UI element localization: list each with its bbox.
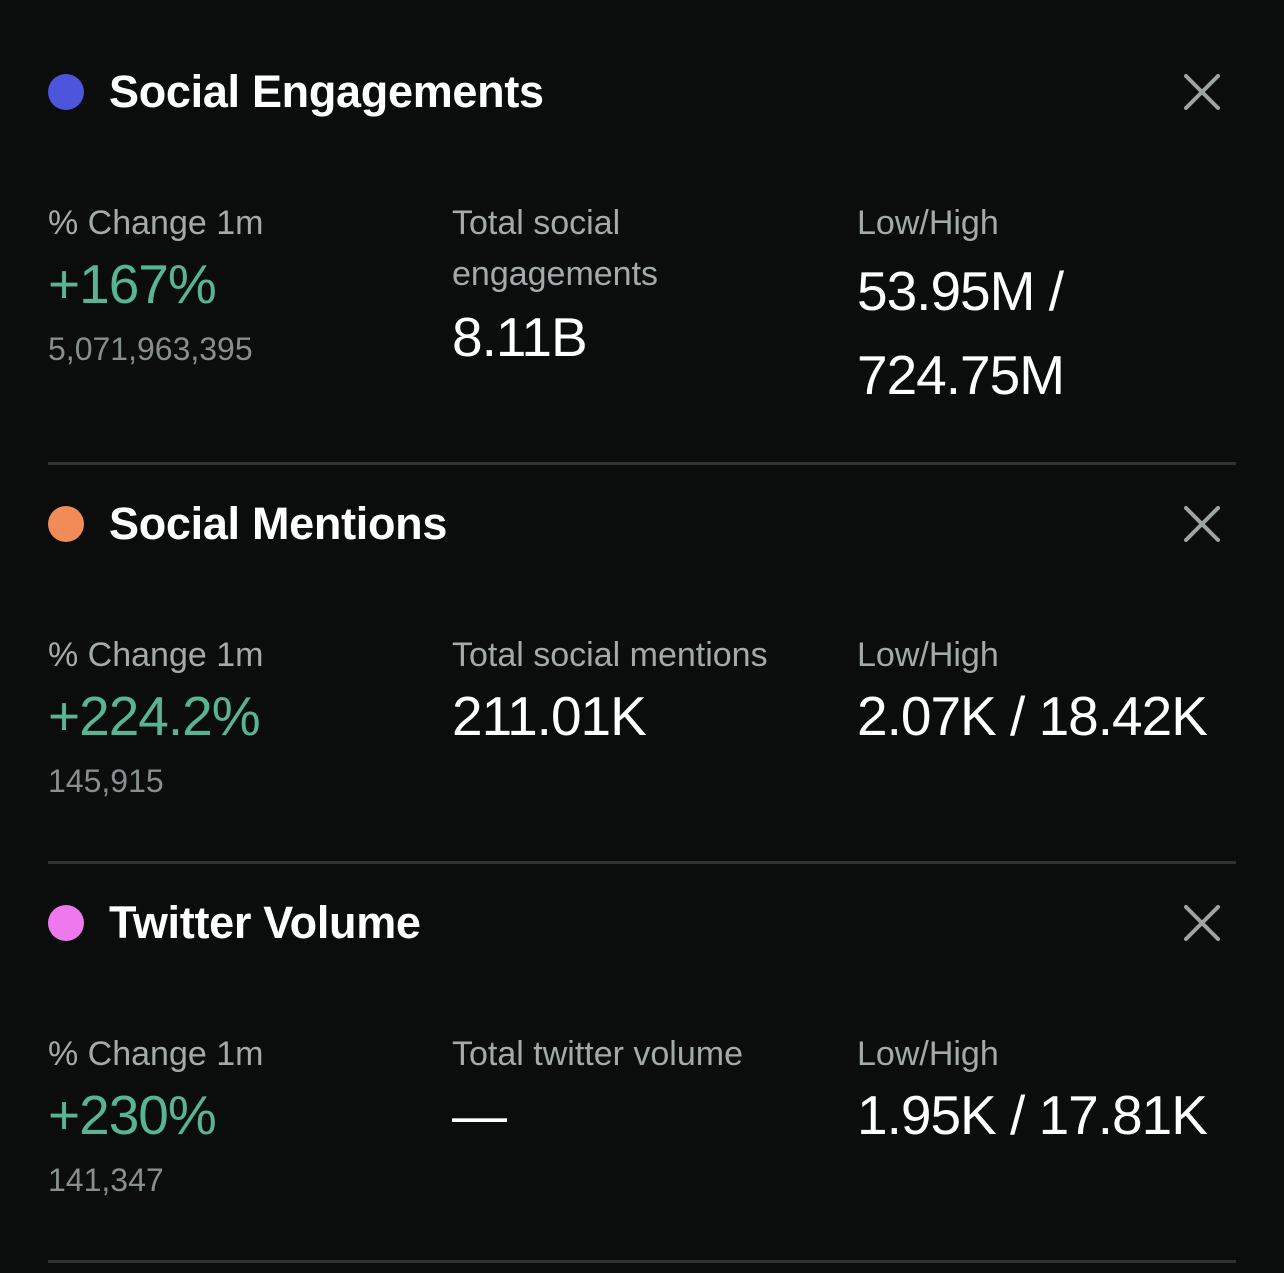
change-percent: +230% [48, 1084, 217, 1146]
metric-section-social-mentions: Social Mentions % Change 1m +224.2% 145,… [48, 494, 1236, 824]
lowhigh-label: Low/High [857, 1035, 999, 1073]
lowhigh-column: Low/High 1.95K / 17.81K [857, 1029, 1208, 1150]
series-color-dot [48, 74, 84, 110]
total-column: Total twitter volume — [452, 1029, 743, 1150]
total-label: Total twitter volume [452, 1035, 743, 1073]
metric-section-social-engagements: Social Engagements % Change 1m +167% 5,0… [48, 62, 1236, 422]
total-value: — [452, 1084, 507, 1146]
lowhigh-value: 2.07K / 18.42K [857, 685, 1208, 747]
close-icon [1184, 74, 1220, 110]
series-color-dot [48, 506, 84, 542]
total-value: 8.11B [452, 306, 588, 368]
lowhigh-column: Low/High 53.95M / 724.75M [857, 198, 1197, 417]
lowhigh-label: Low/High [857, 204, 999, 242]
total-label: Total social engagements [452, 204, 659, 293]
change-percent: +224.2% [48, 685, 261, 747]
change-column: % Change 1m +230% 141,347 [48, 1029, 263, 1210]
metric-section-twitter-volume: Twitter Volume % Change 1m +230% 141,347… [48, 893, 1236, 1223]
section-divider [48, 861, 1236, 864]
change-label: % Change 1m [48, 204, 264, 242]
lowhigh-value: 1.95K / 17.81K [857, 1084, 1208, 1146]
change-column: % Change 1m +167% 5,071,963,395 [48, 198, 263, 379]
section-divider [48, 1260, 1236, 1263]
total-label: Total social mentions [452, 636, 768, 674]
close-icon [1184, 506, 1220, 542]
change-label: % Change 1m [48, 636, 264, 674]
section-header: Social Engagements [48, 62, 1236, 122]
section-title: Twitter Volume [109, 897, 421, 948]
change-percent: +167% [48, 253, 217, 315]
total-column: Total social mentions 211.01K [452, 630, 768, 751]
lowhigh-label: Low/High [857, 636, 999, 674]
series-color-dot [48, 905, 84, 941]
section-title: Social Engagements [109, 66, 544, 117]
section-divider [48, 462, 1236, 465]
remove-metric-button[interactable] [1180, 70, 1224, 114]
change-column: % Change 1m +224.2% 145,915 [48, 630, 263, 811]
change-absolute: 145,915 [48, 763, 164, 799]
section-header: Social Mentions [48, 494, 1236, 554]
close-icon [1184, 905, 1220, 941]
change-label: % Change 1m [48, 1035, 264, 1073]
lowhigh-column: Low/High 2.07K / 18.42K [857, 630, 1208, 751]
section-header: Twitter Volume [48, 893, 1236, 953]
total-value: 211.01K [452, 685, 647, 747]
remove-metric-button[interactable] [1180, 502, 1224, 546]
remove-metric-button[interactable] [1180, 901, 1224, 945]
change-absolute: 5,071,963,395 [48, 331, 253, 367]
lowhigh-value: 53.95M / 724.75M [857, 260, 1065, 406]
change-absolute: 141,347 [48, 1162, 164, 1198]
section-title: Social Mentions [109, 498, 448, 549]
total-column: Total social engagements 8.11B [452, 198, 712, 374]
